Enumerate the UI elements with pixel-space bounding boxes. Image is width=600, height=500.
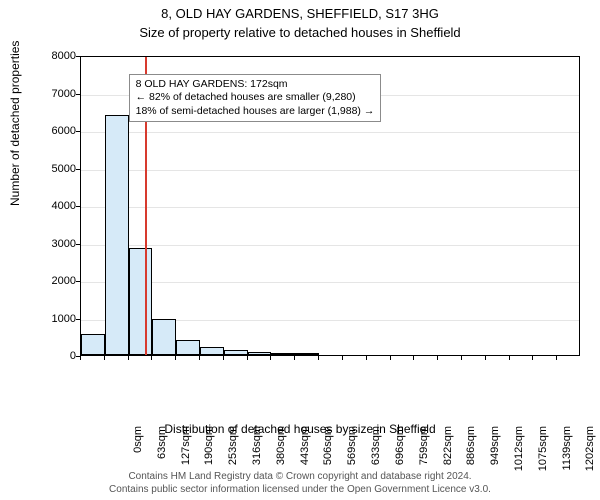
x-tick-mark xyxy=(104,356,105,360)
y-tick-label: 4000 xyxy=(44,200,76,212)
grid-line xyxy=(81,245,579,246)
x-tick-mark xyxy=(556,356,557,360)
footer: Contains HM Land Registry data © Crown c… xyxy=(0,470,600,496)
x-tick-mark xyxy=(223,356,224,360)
x-tick-mark xyxy=(318,356,319,360)
y-tick-label: 6000 xyxy=(44,125,76,137)
annotation-box: 8 OLD HAY GARDENS: 172sqm ← 82% of detac… xyxy=(129,74,382,123)
x-tick-mark xyxy=(247,356,248,360)
bar xyxy=(81,334,105,355)
bar xyxy=(200,347,224,355)
page-title: 8, OLD HAY GARDENS, SHEFFIELD, S17 3HG xyxy=(0,0,600,23)
x-tick-mark xyxy=(485,356,486,360)
grid-line xyxy=(81,170,579,171)
y-tick-label: 8000 xyxy=(44,50,76,62)
x-tick-mark xyxy=(390,356,391,360)
bar xyxy=(271,353,295,355)
chart-area: 010002000300040005000600070008000 8 OLD … xyxy=(44,56,584,396)
bar xyxy=(248,352,272,355)
y-tick-label: 2000 xyxy=(44,275,76,287)
x-tick-mark xyxy=(199,356,200,360)
grid-line xyxy=(81,282,579,283)
x-tick-mark xyxy=(80,356,81,360)
x-tick-mark xyxy=(342,356,343,360)
x-tick-mark xyxy=(366,356,367,360)
x-tick-mark xyxy=(270,356,271,360)
footer-line-2: Contains public sector information licen… xyxy=(0,483,600,496)
page-subtitle: Size of property relative to detached ho… xyxy=(0,23,600,40)
x-tick-mark xyxy=(413,356,414,360)
page: 8, OLD HAY GARDENS, SHEFFIELD, S17 3HG S… xyxy=(0,0,600,500)
y-tick-label: 5000 xyxy=(44,163,76,175)
bar xyxy=(295,353,319,355)
x-tick-mark xyxy=(437,356,438,360)
y-tick-label: 7000 xyxy=(44,88,76,100)
x-tick-mark xyxy=(532,356,533,360)
annotation-line-1: 8 OLD HAY GARDENS: 172sqm xyxy=(136,78,375,92)
y-axis-label: Number of detached properties xyxy=(8,41,22,206)
bar xyxy=(152,319,176,355)
x-tick-mark xyxy=(294,356,295,360)
bar xyxy=(176,340,200,355)
grid-line xyxy=(81,207,579,208)
y-tick-label: 1000 xyxy=(44,313,76,325)
annotation-line-3: 18% of semi-detached houses are larger (… xyxy=(136,105,375,119)
annotation-line-2: ← 82% of detached houses are smaller (9,… xyxy=(136,91,375,105)
x-tick-mark xyxy=(128,356,129,360)
x-axis-label: Distribution of detached houses by size … xyxy=(0,422,600,436)
bar xyxy=(129,248,153,355)
bar xyxy=(105,115,129,355)
bar xyxy=(224,350,248,355)
x-tick-mark xyxy=(175,356,176,360)
x-tick-mark xyxy=(151,356,152,360)
plot-area: 8 OLD HAY GARDENS: 172sqm ← 82% of detac… xyxy=(80,56,580,356)
y-tick-label: 3000 xyxy=(44,238,76,250)
x-tick-mark xyxy=(461,356,462,360)
y-tick-label: 0 xyxy=(44,350,76,362)
footer-line-1: Contains HM Land Registry data © Crown c… xyxy=(0,470,600,483)
x-tick-mark xyxy=(509,356,510,360)
grid-line xyxy=(81,132,579,133)
